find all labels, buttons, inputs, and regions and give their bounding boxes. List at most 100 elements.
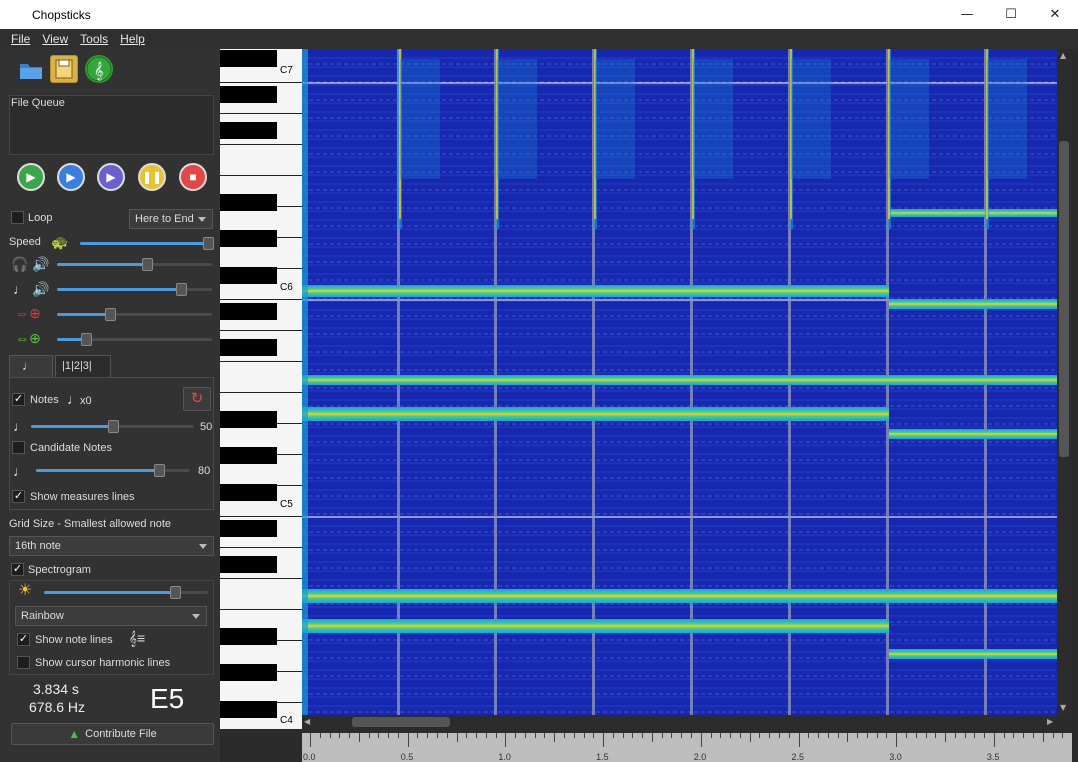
vertical-scroll-thumb[interactable]	[1059, 141, 1069, 457]
play-both-button[interactable]: ▶	[97, 163, 125, 191]
texture-line	[302, 660, 1057, 662]
texture-line	[302, 273, 1057, 275]
black-key[interactable]	[220, 411, 277, 428]
horizontal-zoom-icon: ⇔⊕	[15, 330, 41, 346]
menu-file[interactable]: File	[11, 32, 31, 46]
candidate-threshold-handle[interactable]	[154, 464, 166, 477]
time-minor-tick	[915, 733, 917, 738]
horizontal-scrollbar[interactable]: ◀ ▶	[302, 715, 1057, 729]
time-minor-tick	[417, 733, 419, 738]
candidate-notes-checkbox[interactable]	[12, 441, 25, 454]
audio-volume-handle[interactable]	[141, 258, 153, 271]
scroll-down-icon[interactable]: ▼	[1060, 703, 1067, 712]
texture-line	[302, 561, 1057, 563]
stop-button[interactable]: ■	[179, 163, 207, 191]
notes-threshold-slider[interactable]	[31, 420, 194, 433]
black-key[interactable]	[220, 303, 277, 320]
menu-view[interactable]: View	[42, 32, 69, 46]
show-note-lines-checkbox[interactable]: ✓	[17, 633, 30, 646]
maximize-button[interactable]: ☐	[1005, 7, 1017, 22]
black-key[interactable]	[220, 230, 277, 247]
audio-volume-slider[interactable]	[57, 258, 212, 271]
file-queue[interactable]: File Queue	[9, 95, 214, 155]
horizontal-zoom-slider[interactable]	[57, 333, 212, 346]
time-ruler[interactable]: 0.0 0.5 1.0 1.5 2.0 2.5 3.0 3.5	[302, 733, 1072, 762]
time-minor-tick	[808, 733, 810, 738]
black-key[interactable]	[220, 122, 277, 139]
candidate-notes-label: Candidate Notes	[30, 442, 112, 454]
minimize-button[interactable]: —	[960, 7, 974, 22]
colormap-select[interactable]: Rainbow	[15, 606, 207, 626]
black-key[interactable]	[220, 664, 277, 681]
menu-help[interactable]: Help	[120, 32, 145, 46]
loop-checkbox[interactable]	[11, 211, 24, 224]
texture-line	[302, 678, 1057, 680]
tab-measures[interactable]: |1|2|3|	[55, 355, 111, 377]
notes-threshold-handle[interactable]	[107, 420, 119, 433]
vertical-zoom-slider[interactable]	[57, 308, 212, 321]
black-key[interactable]	[220, 484, 277, 501]
black-key[interactable]	[220, 86, 277, 103]
scroll-right-icon[interactable]: ▶	[1047, 717, 1054, 726]
piano-keyboard[interactable]: C7 C6 C5 C4	[220, 49, 302, 729]
save-button[interactable]	[50, 55, 78, 83]
brightness-icon: ☀	[17, 582, 33, 599]
tab-notes[interactable]: ♩	[9, 355, 53, 377]
spectrogram-checkbox[interactable]: ✓	[11, 563, 24, 576]
note-volume-slider[interactable]	[57, 283, 212, 296]
black-key[interactable]	[220, 701, 277, 718]
onset-fade	[400, 59, 440, 179]
pause-button[interactable]: ❚❚	[138, 163, 166, 191]
speed-label: Speed	[9, 236, 41, 248]
speed-slider[interactable]	[80, 237, 214, 250]
contribute-file-button[interactable]: ▲ Contribute File	[11, 723, 214, 745]
menu-tools[interactable]: Tools	[80, 32, 109, 46]
scroll-up-icon[interactable]: ▲	[1060, 51, 1067, 60]
white-key-divider	[220, 299, 302, 300]
horizontal-scroll-thumb[interactable]	[352, 717, 450, 727]
black-key[interactable]	[220, 520, 277, 537]
black-key[interactable]	[220, 447, 277, 464]
black-key[interactable]	[220, 50, 277, 67]
time-minor-tick	[349, 733, 351, 738]
settings-button[interactable]: 𝄞	[85, 55, 113, 83]
speed-slider-handle[interactable]	[203, 237, 214, 250]
time-minor-tick	[397, 733, 399, 738]
treble-clef-icon: 𝄞	[86, 56, 112, 82]
time-minor-tick	[573, 733, 575, 738]
black-key[interactable]	[220, 628, 277, 645]
cursor-harmonic-checkbox[interactable]	[17, 656, 30, 669]
play-notes-button[interactable]: ▶	[57, 163, 85, 191]
scroll-left-icon[interactable]: ◀	[304, 717, 311, 726]
play-listen-button[interactable]: ▶	[17, 163, 45, 191]
black-key[interactable]	[220, 339, 277, 356]
time-tick	[310, 733, 311, 747]
brightness-slider[interactable]	[44, 586, 208, 599]
play-mode-select[interactable]: Here to End	[129, 209, 213, 229]
texture-line	[302, 183, 1057, 185]
black-key[interactable]	[220, 267, 277, 284]
notes-checkbox[interactable]: ✓	[12, 393, 25, 406]
reset-notes-button[interactable]: ↻	[183, 387, 211, 411]
horizontal-zoom-handle[interactable]	[81, 333, 93, 346]
open-folder-button[interactable]	[17, 55, 45, 83]
time-minor-tick	[1062, 733, 1064, 738]
candidate-threshold-slider[interactable]	[36, 464, 190, 477]
spectrogram-view[interactable]	[302, 49, 1057, 715]
brightness-handle[interactable]	[170, 586, 182, 599]
onset-streak	[692, 49, 694, 219]
black-key[interactable]	[220, 194, 277, 211]
note-volume-handle[interactable]	[176, 283, 187, 296]
texture-line	[302, 570, 1057, 572]
vertical-scrollbar[interactable]: ▲ ▼	[1057, 49, 1071, 715]
show-measures-checkbox[interactable]: ✓	[12, 490, 25, 503]
grid-size-select[interactable]: 16th note	[9, 536, 214, 556]
close-button[interactable]: ✕	[1049, 7, 1061, 22]
black-key[interactable]	[220, 556, 277, 573]
note-band	[302, 619, 889, 633]
play-both-icon: ▶	[106, 170, 116, 184]
texture-line	[302, 129, 1057, 131]
texture-line	[302, 534, 1057, 536]
time-minor-tick	[651, 733, 653, 742]
vertical-zoom-handle[interactable]	[104, 308, 116, 321]
